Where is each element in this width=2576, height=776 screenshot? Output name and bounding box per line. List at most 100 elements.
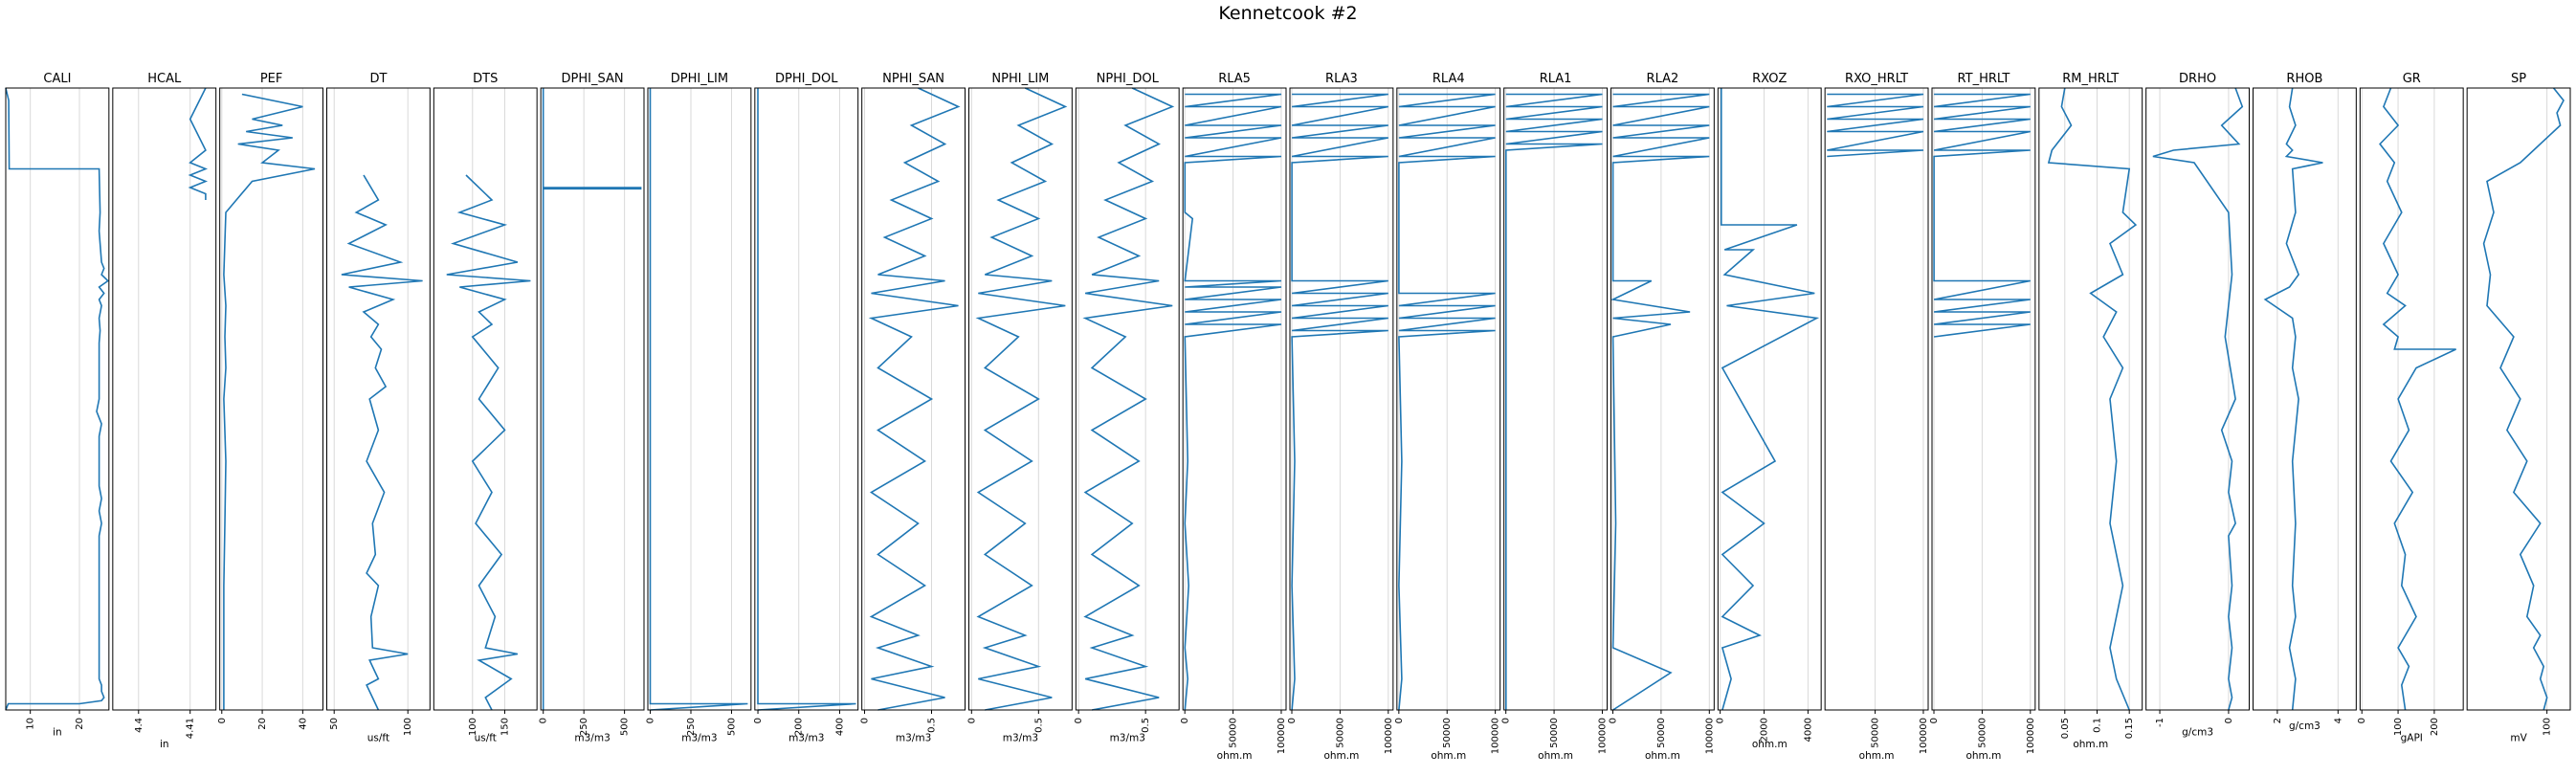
tick-label: 500 bbox=[620, 718, 631, 736]
log-curve-nphi_dol bbox=[1082, 87, 1175, 711]
track-rxo_hrlt: RXO_HRLT 50000 100000 ohm.m bbox=[1824, 72, 1929, 762]
track-dphi_lim: DPHI_LIM 0 250 500 m3/m3 bbox=[646, 72, 752, 744]
tick-label: 0 bbox=[1074, 718, 1084, 723]
log-curve-rla5 bbox=[1184, 93, 1282, 711]
unit-label: ohm.m bbox=[1965, 750, 2001, 762]
track-pef: PEF 0 20 40 bbox=[217, 72, 324, 730]
track-rla5: RLA5 0 50000 100000 ohm.m bbox=[1180, 72, 1287, 762]
log-curve-pef bbox=[223, 93, 316, 710]
track-frame bbox=[1931, 87, 2036, 711]
tick-label: 50000 bbox=[1977, 718, 1988, 748]
log-curve-nphi_san bbox=[868, 87, 961, 711]
tick-label: 200 bbox=[794, 718, 805, 736]
tick-label: 0 bbox=[1394, 718, 1405, 723]
tick-label: 100000 bbox=[1491, 718, 1501, 754]
track-nphi_dol: NPHI_DOL 0 0.5m3/m3 bbox=[1074, 72, 1180, 744]
log-curve-rla3 bbox=[1291, 93, 1388, 711]
track-title: DPHI_LIM bbox=[671, 72, 728, 86]
log-curve-rla1 bbox=[1505, 93, 1603, 710]
tick-label: 2000 bbox=[1760, 718, 1770, 742]
track-frame bbox=[968, 87, 1073, 711]
unit-label: ohm.m bbox=[1538, 750, 1573, 762]
tick-label: 100000 bbox=[1384, 718, 1394, 754]
tick-label: 0 bbox=[217, 718, 228, 723]
tick-label: 4.4 bbox=[134, 718, 144, 733]
tick-label: 4 bbox=[2333, 718, 2343, 723]
tick-label: 50000 bbox=[1871, 718, 1881, 748]
tick-label: 250 bbox=[686, 718, 697, 736]
unit-label: ohm.m bbox=[2073, 739, 2108, 750]
log-curve-cali bbox=[5, 87, 110, 711]
tick-label: 100 bbox=[468, 718, 478, 736]
unit-label: us/ft bbox=[475, 733, 497, 744]
log-curve-nphi_lim bbox=[975, 87, 1068, 711]
track-frame bbox=[2466, 87, 2571, 711]
chart-title: Kennetcook #2 bbox=[1218, 3, 1357, 24]
track-dphi_san: DPHI_SAN 0 250 500 m3/m3 bbox=[539, 72, 645, 744]
unit-label: us/ft bbox=[367, 733, 389, 744]
track-rm_hrlt: RM_HRLT 0.05 0.1 0.15 ohm.m bbox=[2038, 72, 2143, 750]
track-dt: DT 50 100 us/ft bbox=[326, 72, 431, 744]
track-rla4: RLA4 0 50000 100000 ohm.m bbox=[1394, 72, 1501, 762]
log-curve-drho bbox=[2152, 87, 2244, 711]
tick-label: 100 bbox=[403, 718, 413, 736]
tick-label: 0.5 bbox=[926, 718, 937, 733]
track-frame bbox=[112, 87, 217, 711]
unit-label: ohm.m bbox=[1859, 750, 1895, 762]
tick-label: 100 bbox=[2543, 718, 2553, 736]
unit-label: gAPI bbox=[2401, 733, 2423, 744]
tick-label: 0 bbox=[1501, 718, 1512, 723]
track-title: DPHI_DOL bbox=[775, 72, 838, 86]
unit-label: in bbox=[53, 726, 62, 738]
tick-label: 50000 bbox=[1442, 718, 1453, 748]
track-rla1: RLA1 0 50000 100000 ohm.m bbox=[1501, 72, 1609, 762]
track-frame bbox=[433, 87, 538, 711]
log-curve-dphi_lim bbox=[649, 88, 748, 711]
track-frame bbox=[2253, 87, 2357, 711]
track-title: RXOZ bbox=[1752, 72, 1787, 86]
unit-label: ohm.m bbox=[1217, 750, 1253, 762]
tick-label: 20 bbox=[257, 718, 268, 730]
tick-label: 0 bbox=[539, 718, 549, 723]
track-hcal: HCAL 4.4 4.41 in bbox=[112, 72, 217, 750]
log-curve-rla4 bbox=[1398, 93, 1496, 711]
unit-label: m3/m3 bbox=[1110, 733, 1145, 744]
track-title: NPHI_DOL bbox=[1097, 72, 1160, 86]
unit-label: ohm.m bbox=[1645, 750, 1680, 762]
tick-label: 0.05 bbox=[2060, 718, 2071, 739]
track-title: PEF bbox=[260, 72, 283, 86]
track-title: DPHI_SAN bbox=[562, 72, 624, 86]
log-curve-hcal bbox=[188, 87, 209, 200]
track-rhob: RHOB 2 4 g/cm3 bbox=[2253, 72, 2357, 732]
tick-label: 500 bbox=[726, 718, 737, 736]
log-curve-rxo_hrlt bbox=[1827, 93, 1924, 158]
tick-label: 0.5 bbox=[1141, 718, 1151, 733]
tick-label: 50000 bbox=[1229, 718, 1239, 748]
unit-label: m3/m3 bbox=[1003, 733, 1038, 744]
track-title: DRHO bbox=[2179, 72, 2216, 86]
track-nphi_san: NPHI_SAN 0 0.5m3/m3 bbox=[859, 72, 966, 744]
track-title: RHOB bbox=[2286, 72, 2322, 86]
tick-label: 50 bbox=[329, 718, 340, 730]
track-rla2: RLA2 0 50000 100000 ohm.m bbox=[1609, 72, 1716, 762]
tick-label: 0 bbox=[1180, 718, 1190, 723]
tick-label: 0.1 bbox=[2092, 718, 2102, 733]
tick-label: 10 bbox=[26, 718, 36, 730]
unit-label: m3/m3 bbox=[896, 733, 931, 744]
track-title: RXO_HRLT bbox=[1845, 72, 1908, 86]
track-frame bbox=[1717, 87, 1822, 711]
unit-label: g/cm3 bbox=[2289, 721, 2321, 732]
unit-label: mV bbox=[2510, 733, 2527, 744]
log-curve-dts bbox=[446, 174, 531, 711]
tick-label: 100000 bbox=[2026, 718, 2036, 754]
tick-label: 0 bbox=[859, 718, 870, 723]
track-frame bbox=[754, 87, 859, 711]
track-nphi_lim: NPHI_LIM 0 0.5m3/m3 bbox=[966, 72, 1073, 744]
track-frame bbox=[1289, 87, 1394, 711]
track-title: RLA4 bbox=[1432, 72, 1465, 86]
unit-label: in bbox=[160, 739, 169, 750]
track-gr: GR 0 100 200 gAPI bbox=[2357, 72, 2464, 744]
tick-label: 50000 bbox=[1549, 718, 1560, 748]
track-sp: SP 100 mV bbox=[2466, 72, 2571, 744]
